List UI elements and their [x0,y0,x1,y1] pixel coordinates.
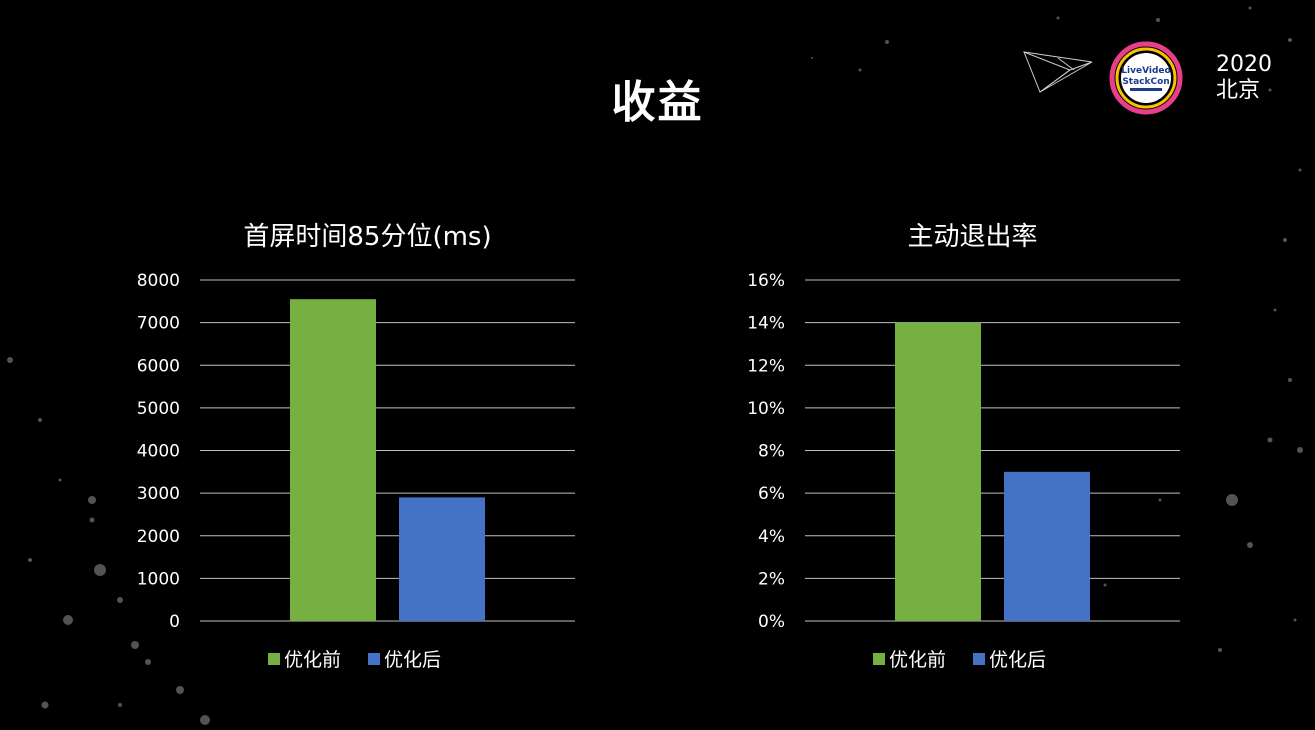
logo-line2: StackCon [1122,77,1169,87]
star-dot [88,496,96,504]
y-tick-label: 8000 [137,271,180,291]
star-dot [41,701,49,709]
star-dot [1273,308,1277,312]
y-tick-label: 16% [747,271,785,291]
y-tick-label: 0 [169,612,180,632]
conference-badge-icon: LiveVideo StackCon [1109,41,1183,115]
star-dot [811,57,813,59]
bar-before [290,299,376,621]
star-dot [176,686,184,694]
chart-first-screen-time: 首屏时间85分位(ms) 0 1000 2000 3000 4000 5000 6000 700… [137,222,575,671]
star-dot [7,357,13,363]
star-dot [858,68,862,72]
star-dot [1248,6,1252,10]
logo-graphic: LiveVideo StackCon [1023,41,1183,115]
star-dot [1247,542,1253,548]
star-dot [1268,88,1272,92]
y-tick-label: 4000 [137,442,180,462]
slide-title: 收益 [611,77,704,128]
legend-label: 优化前 [284,649,341,671]
y-tick-label: 14% [747,314,785,334]
y-tick-label: 6% [758,484,785,504]
y-tick-label: 5000 [137,399,180,419]
star-dot [117,597,123,603]
star-dot [1056,16,1060,20]
y-tick-label: 2000 [137,527,180,547]
star-dot [1298,168,1302,172]
logo-line1: LiveVideo [1121,66,1170,76]
star-dot [200,715,210,725]
star-dot [38,418,42,422]
y-tick-label: 3000 [137,484,180,504]
legend-label: 优化后 [989,649,1046,671]
y-tick-label: 12% [747,356,785,376]
star-dot [145,659,151,665]
chart-exit-rate: 主动退出率 0% 2% 4% 6% 8% 10% 12% 14% 16% 优化前 优化后 [747,222,1180,671]
y-tick-label: 8% [758,442,785,462]
y-tick-label: 4% [758,527,785,547]
chart-title: 首屏时间85分位(ms) [243,222,491,252]
event-year: 2020 [1216,52,1272,77]
star-dot [1103,583,1107,587]
legend-swatch [268,653,280,665]
event-city: 北京 [1216,78,1261,103]
star-dot [89,517,95,523]
star-dot [885,40,889,44]
legend-label: 优化前 [889,649,946,671]
star-dot [28,558,32,562]
star-dot [1297,447,1303,453]
star-dot [1283,238,1287,242]
y-tick-label: 0% [758,612,785,632]
event-logo: LiveVideo StackCon [1018,40,1298,120]
star-dot [118,703,122,707]
y-tick-label: 7000 [137,314,180,334]
legend-swatch [973,653,985,665]
bar-after [399,497,485,621]
bar-before [895,322,981,621]
legend-label: 优化后 [384,649,441,671]
y-tick-label: 1000 [137,569,180,589]
star-dot [131,641,139,649]
legend-swatch [873,653,885,665]
prism-icon [1023,51,1093,93]
star-dot [1218,648,1222,652]
y-tick-label: 10% [747,399,785,419]
star-dot [1158,498,1162,502]
star-dot [63,615,73,625]
star-dot [94,564,106,576]
y-tick-label: 6000 [137,356,180,376]
star-dot [1267,437,1273,443]
y-tick-label: 2% [758,569,785,589]
star-dot [1226,494,1238,506]
star-dot [1288,38,1292,42]
bar-after [1004,471,1090,621]
star-dot [1288,378,1292,382]
chart-title: 主动退出率 [907,222,1037,252]
star-dot [58,478,62,482]
star-dot [1293,618,1297,622]
legend-swatch [368,653,380,665]
star-dot [1156,18,1160,22]
